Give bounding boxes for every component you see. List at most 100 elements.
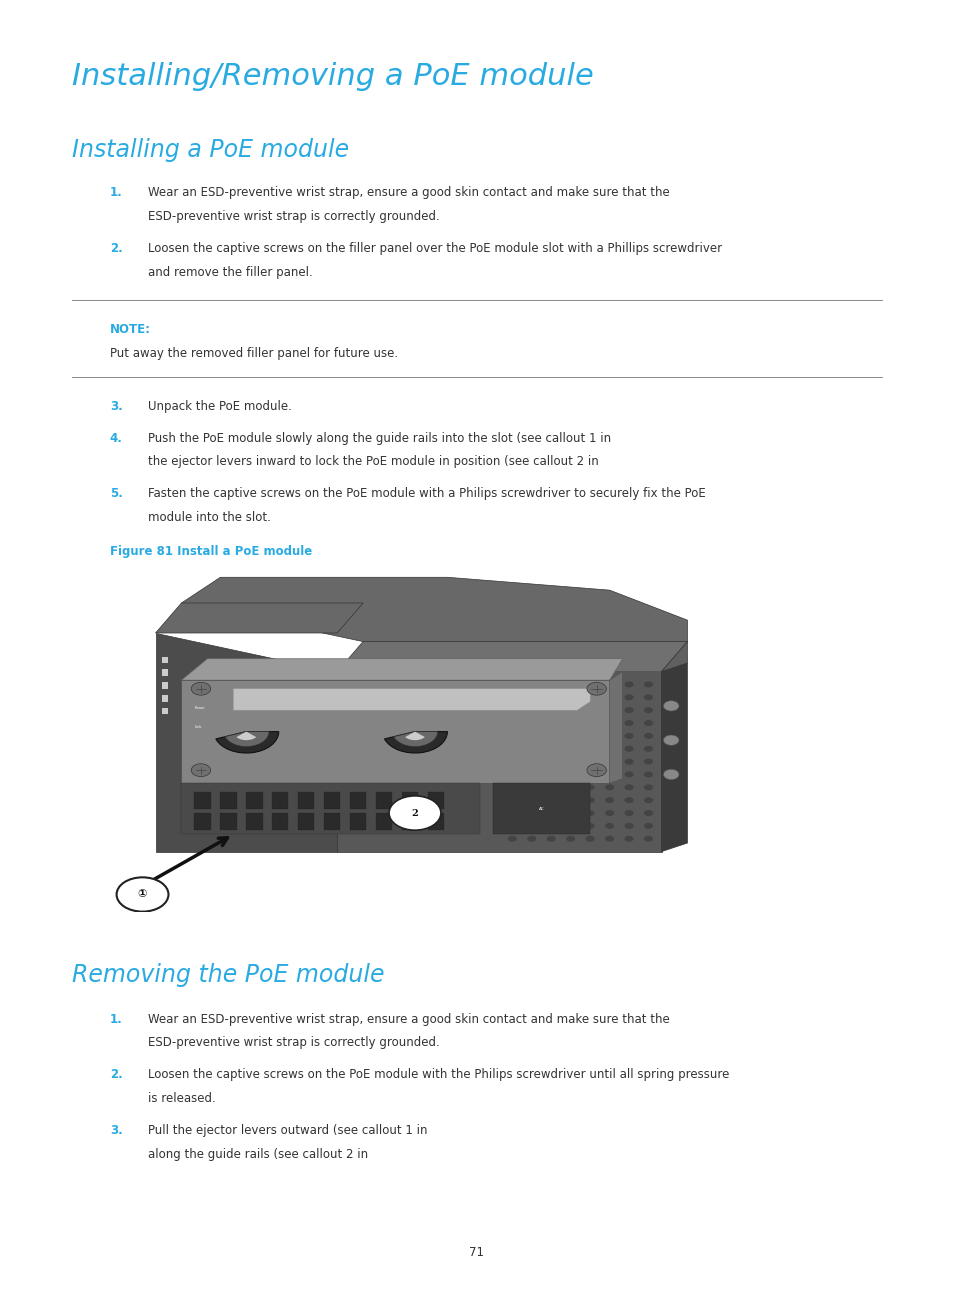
Circle shape — [546, 719, 556, 726]
Circle shape — [662, 735, 679, 745]
Text: the ejector levers inward to lock the PoE module in position (see callout 2 in: the ejector levers inward to lock the Po… — [148, 455, 601, 468]
Circle shape — [624, 784, 633, 791]
Text: 2: 2 — [411, 809, 418, 818]
Circle shape — [604, 682, 614, 687]
Circle shape — [546, 745, 556, 752]
Circle shape — [565, 836, 575, 842]
Polygon shape — [233, 688, 590, 710]
Text: 3.: 3. — [110, 1123, 122, 1137]
Bar — [162, 682, 169, 688]
Circle shape — [546, 758, 556, 765]
Circle shape — [527, 758, 536, 765]
Circle shape — [643, 823, 653, 829]
Circle shape — [507, 707, 517, 713]
Text: Push the PoE module slowly along the guide rails into the slot (see callout 1 in: Push the PoE module slowly along the gui… — [148, 431, 614, 445]
Polygon shape — [336, 672, 660, 851]
Circle shape — [507, 797, 517, 804]
Bar — [194, 813, 211, 831]
Circle shape — [585, 745, 594, 752]
Circle shape — [546, 797, 556, 804]
Bar — [162, 708, 169, 714]
Circle shape — [604, 810, 614, 817]
Circle shape — [546, 695, 556, 700]
Circle shape — [604, 836, 614, 842]
Circle shape — [527, 695, 536, 700]
Circle shape — [565, 745, 575, 752]
Circle shape — [546, 682, 556, 687]
Text: ESD-preventive wrist strap is correctly grounded.: ESD-preventive wrist strap is correctly … — [148, 1036, 439, 1049]
Polygon shape — [336, 642, 687, 672]
Circle shape — [643, 745, 653, 752]
Polygon shape — [660, 642, 687, 672]
Text: Installing/Removing a PoE module: Installing/Removing a PoE module — [71, 62, 593, 91]
Text: ①: ① — [137, 889, 147, 899]
Circle shape — [585, 707, 594, 713]
Circle shape — [662, 701, 679, 710]
Wedge shape — [394, 731, 437, 747]
Circle shape — [624, 682, 633, 687]
Polygon shape — [181, 659, 622, 681]
Bar — [375, 813, 392, 831]
Circle shape — [546, 810, 556, 817]
Circle shape — [565, 707, 575, 713]
Polygon shape — [660, 663, 687, 851]
Text: 4.: 4. — [110, 431, 122, 445]
Circle shape — [527, 732, 536, 739]
Circle shape — [546, 732, 556, 739]
Circle shape — [565, 771, 575, 778]
Text: and remove the filler panel.: and remove the filler panel. — [148, 265, 313, 280]
Circle shape — [527, 797, 536, 804]
Bar — [272, 792, 288, 809]
Circle shape — [604, 784, 614, 791]
Text: 5.: 5. — [110, 487, 122, 501]
Circle shape — [643, 836, 653, 842]
Text: ESD-preventive wrist strap is correctly grounded.: ESD-preventive wrist strap is correctly … — [148, 210, 439, 224]
Circle shape — [507, 719, 517, 726]
Polygon shape — [181, 681, 609, 783]
Polygon shape — [181, 783, 479, 835]
Bar — [246, 813, 262, 831]
Circle shape — [586, 682, 606, 695]
Circle shape — [546, 707, 556, 713]
Wedge shape — [236, 731, 256, 740]
Circle shape — [527, 745, 536, 752]
Circle shape — [565, 758, 575, 765]
Circle shape — [546, 823, 556, 829]
Circle shape — [507, 745, 517, 752]
Circle shape — [527, 719, 536, 726]
Circle shape — [585, 771, 594, 778]
Wedge shape — [215, 731, 278, 753]
Text: is released.: is released. — [148, 1092, 215, 1105]
Bar — [428, 813, 444, 831]
Circle shape — [604, 823, 614, 829]
Text: Installing a PoE module: Installing a PoE module — [71, 138, 348, 163]
Circle shape — [507, 732, 517, 739]
Circle shape — [604, 758, 614, 765]
Bar — [350, 792, 366, 809]
Polygon shape — [155, 603, 363, 633]
Bar — [162, 669, 169, 675]
Circle shape — [546, 771, 556, 778]
Circle shape — [643, 707, 653, 713]
Circle shape — [604, 707, 614, 713]
Circle shape — [389, 796, 440, 831]
Bar — [375, 792, 392, 809]
Circle shape — [546, 784, 556, 791]
Circle shape — [643, 695, 653, 700]
Polygon shape — [181, 577, 687, 642]
Bar — [220, 792, 236, 809]
Text: Wear an ESD-preventive wrist strap, ensure a good skin contact and make sure tha: Wear an ESD-preventive wrist strap, ensu… — [148, 1012, 669, 1026]
Text: NOTE:: NOTE: — [110, 324, 151, 336]
Text: Pull the ejector levers outward (see callout 1 in: Pull the ejector levers outward (see cal… — [148, 1123, 431, 1137]
Circle shape — [624, 823, 633, 829]
Circle shape — [643, 784, 653, 791]
Circle shape — [624, 810, 633, 817]
Text: 71: 71 — [469, 1246, 484, 1259]
Circle shape — [624, 797, 633, 804]
Circle shape — [507, 823, 517, 829]
Text: 1.: 1. — [110, 186, 122, 199]
Bar — [493, 783, 590, 835]
Circle shape — [643, 797, 653, 804]
Circle shape — [643, 758, 653, 765]
Circle shape — [565, 797, 575, 804]
